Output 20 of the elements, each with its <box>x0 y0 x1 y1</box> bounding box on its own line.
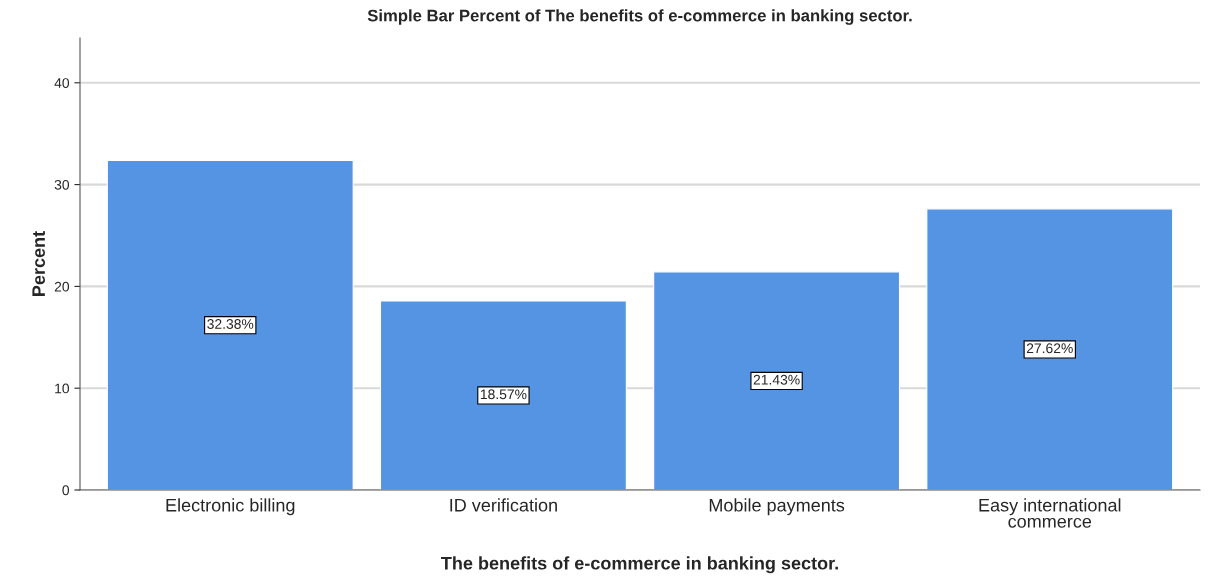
x-tick-label: Easy international commerce <box>979 498 1121 528</box>
x-axis-title: The benefits of e-commerce in banking sector. <box>441 556 838 574</box>
y-tick-label: 0 <box>62 485 70 496</box>
y-axis-title: Percent <box>32 231 46 296</box>
bar <box>379 300 627 490</box>
x-tick-label: ID verification <box>450 498 557 512</box>
data-label: 21.43% <box>753 374 800 385</box>
y-tick-label: 10 <box>55 383 70 394</box>
y-tick-label: 30 <box>54 179 70 190</box>
y-tick-label: 20 <box>54 281 70 292</box>
x-tick-label: Electronic billing <box>166 498 295 516</box>
data-label: 32.38% <box>207 319 254 329</box>
y-tick-label: 40 <box>54 78 70 88</box>
bar <box>106 159 354 490</box>
chart-title: Simple Bar Percent of The benefits of e-commerce in banking sector. <box>367 9 912 25</box>
data-label: 27.62% <box>1026 343 1073 354</box>
bar <box>926 208 1174 490</box>
x-tick-label: Mobile payments <box>709 498 845 516</box>
bar <box>653 271 901 490</box>
data-label: 18.57% <box>480 389 527 400</box>
